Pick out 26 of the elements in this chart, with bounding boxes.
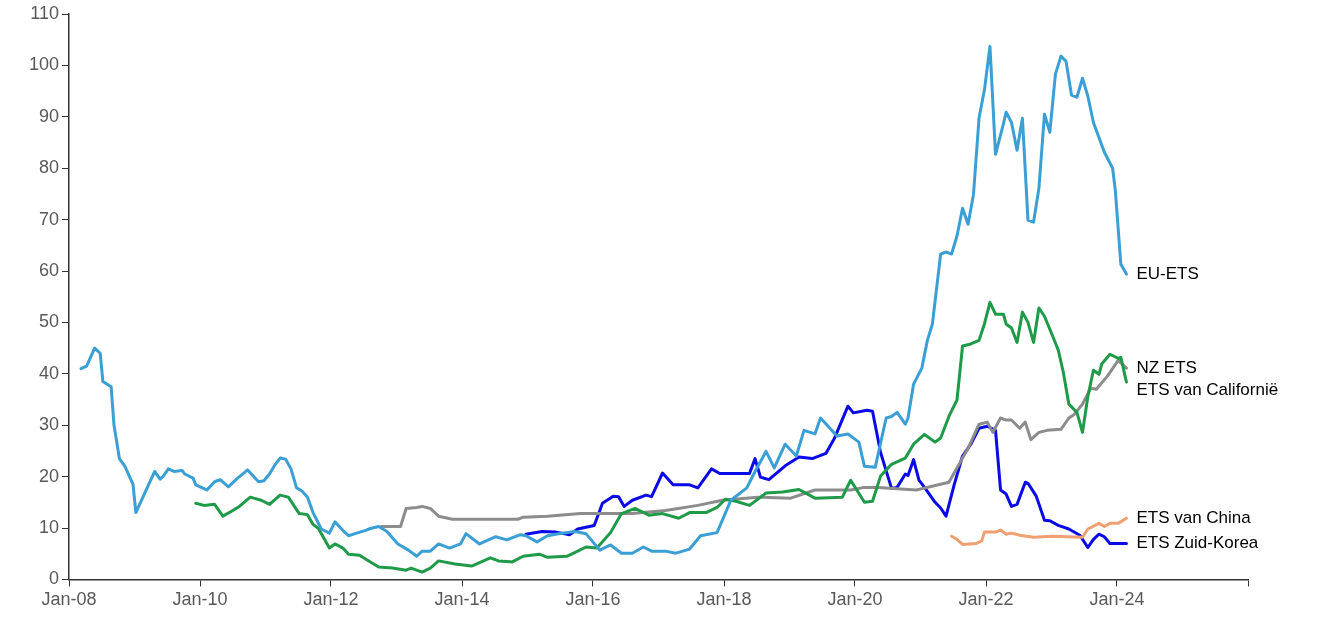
y-tick-label: 110 xyxy=(30,2,59,23)
series-label: EU-ETS xyxy=(1136,263,1199,283)
x-tick-label: Jan-24 xyxy=(1089,589,1145,610)
y-tick-label: 100 xyxy=(28,54,59,75)
y-tick-label: 80 xyxy=(38,157,59,178)
x-tick-label: Jan-14 xyxy=(434,589,490,610)
y-tick-label: 20 xyxy=(38,465,59,486)
y-tick-label: 30 xyxy=(38,414,59,435)
y-tick-label: 0 xyxy=(48,568,59,589)
y-tick-label: 10 xyxy=(38,516,59,537)
y-tick-label: 70 xyxy=(38,208,59,229)
x-tick-label: Jan-16 xyxy=(565,589,621,610)
series-label: NZ ETS xyxy=(1136,357,1197,377)
y-tick-label: 90 xyxy=(38,105,59,126)
x-tick-label: Jan-12 xyxy=(303,589,359,610)
series-label: ETS Zuid-Korea xyxy=(1136,533,1259,553)
x-tick-label: Jan-22 xyxy=(958,589,1014,610)
x-tick-label: Jan-08 xyxy=(41,589,97,610)
y-tick-label: 40 xyxy=(38,362,59,383)
x-tick-label: Jan-10 xyxy=(172,589,228,610)
y-tick-label: 50 xyxy=(38,311,59,332)
x-tick-label: Jan-18 xyxy=(696,589,752,610)
x-tick-label: Jan-20 xyxy=(827,589,883,610)
series-label: ETS van Californië xyxy=(1136,379,1279,399)
series-label: ETS van China xyxy=(1136,507,1252,527)
y-tick-label: 60 xyxy=(38,259,59,280)
